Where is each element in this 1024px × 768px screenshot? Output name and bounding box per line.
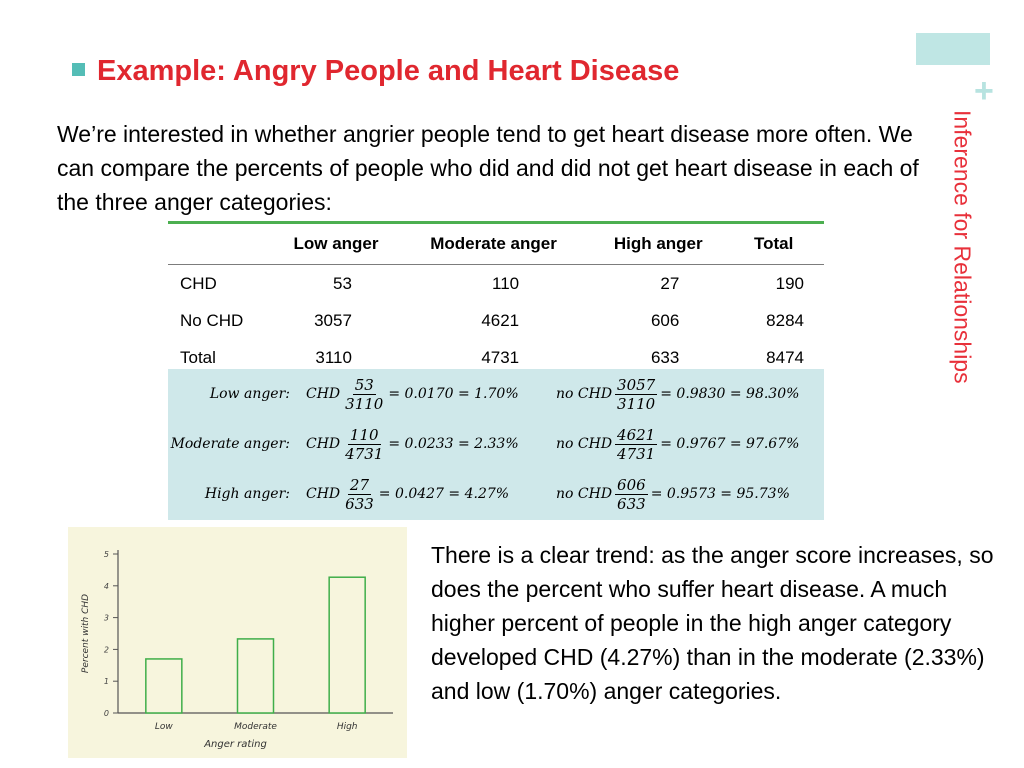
fraction-numerator: 110	[347, 425, 381, 445]
fraction-numerator: 27	[347, 475, 372, 495]
fraction-denominator: 3110	[617, 394, 656, 413]
table-cell: Total	[180, 347, 216, 367]
table-header-cell: Total	[723, 222, 824, 265]
plus-icon: +	[974, 72, 994, 110]
nochd-result: = 0.9573 = 95.73%	[650, 486, 790, 502]
calc-chd: CHD 110 4731 = 0.0233 = 2.33%	[306, 419, 519, 469]
chd-fraction: 53 3110	[343, 376, 385, 413]
bar-chart-svg: 0 1 2 3 4 5 Low Moderate High Anger rating Percent…	[81, 550, 393, 750]
square-bullet-icon	[72, 63, 85, 76]
fraction-denominator: 3110	[345, 394, 384, 413]
calc-row-low: Low anger: CHD 53 3110 = 0.0170 = 1.70% n…	[168, 369, 824, 419]
calc-nochd-label: no CHD	[556, 436, 613, 452]
bar	[236, 638, 275, 714]
nochd-result: = 0.9767 = 97.67%	[660, 436, 800, 452]
table-row: CHD 53 110 27 190	[168, 265, 824, 303]
table-cell: No CHD	[180, 310, 244, 330]
calc-chd-label: CHD	[306, 386, 341, 402]
fraction-numerator: 606	[615, 475, 648, 495]
table-cell: 190	[775, 273, 804, 293]
corner-teal-block	[916, 33, 990, 65]
fraction-denominator: 633	[617, 494, 646, 513]
fraction-denominator: 4731	[345, 444, 384, 463]
slide-title: Example: Angry People and Heart Disease	[72, 55, 679, 88]
y-tick-label: 5	[104, 550, 109, 559]
fraction-denominator: 4731	[617, 444, 656, 463]
y-tick-label: 2	[104, 645, 109, 654]
conclusion-paragraph: There is a clear trend: as the anger sco…	[431, 542, 994, 704]
table-row: No CHD 3057 4621 606 8284	[168, 302, 824, 339]
fraction-numerator: 4621	[615, 425, 658, 445]
chd-result: = 0.0170 = 1.70%	[388, 386, 519, 402]
table-row: Total 3110 4731 633 8474	[168, 339, 824, 378]
chd-fraction: 27 633	[343, 476, 376, 513]
y-tick-label: 4	[104, 582, 109, 591]
table-cell: 633	[650, 347, 680, 367]
nochd-fraction: 3057 3110	[615, 375, 658, 413]
fraction-numerator: 53	[352, 375, 376, 395]
calc-nochd: no CHD 4621 4731 = 0.9767 = 97.67%	[556, 419, 799, 469]
table-cell: 4731	[481, 347, 520, 367]
table-header-cell: Low anger	[278, 222, 394, 265]
y-tick-label: 0	[104, 709, 109, 718]
x-axis-label: Anger rating	[203, 739, 267, 750]
table-cell: 110	[492, 273, 520, 293]
fraction-numerator: 3057	[615, 375, 658, 395]
table-header-cell: High anger	[593, 222, 724, 265]
calc-chd: CHD 27 633 = 0.0427 = 4.27%	[306, 469, 509, 519]
calc-chd-label: CHD	[306, 486, 341, 502]
intro-paragraph: We’re interested in whether angrier peop…	[57, 121, 919, 215]
y-axis-label: Percent with CHD	[81, 594, 91, 673]
table-cell: 3110	[315, 347, 352, 367]
calc-nochd: no CHD 606 633 = 0.9573 = 95.73%	[556, 469, 790, 519]
table-cell: 3057	[314, 310, 352, 330]
slide-title-text: Example: Angry People and Heart Disease	[97, 55, 680, 87]
table-cell: 8284	[766, 310, 804, 330]
contingency-table: Low anger Moderate anger High anger Tota…	[168, 221, 824, 379]
table-cell: 53	[333, 273, 352, 293]
calc-chd-label: CHD	[306, 436, 341, 452]
table-cell: 27	[660, 273, 680, 293]
calc-row-moderate: Moderate anger: CHD 110 4731 = 0.0233 = 2…	[168, 419, 824, 469]
chd-result: = 0.0427 = 4.27%	[378, 486, 510, 502]
section-title-vertical: Inference for Relationships	[942, 110, 982, 450]
fraction-denominator: 633	[345, 494, 374, 513]
table-header-row: Low anger Moderate anger High anger Tota…	[168, 222, 824, 265]
table-cell: 606	[650, 310, 680, 330]
table-cell: 8474	[766, 347, 804, 367]
calc-nochd-label: no CHD	[556, 386, 613, 402]
bar	[145, 658, 183, 714]
x-tick-label: Low	[155, 722, 174, 732]
calc-nochd: no CHD 3057 3110 = 0.9830 = 98.30%	[556, 369, 799, 419]
y-tick-label: 1	[104, 677, 109, 686]
nochd-fraction: 4621 4731	[615, 425, 658, 463]
table-cell: CHD	[180, 273, 217, 293]
table-header-cell	[168, 222, 279, 265]
y-tick-label: 3	[104, 614, 109, 623]
bar	[328, 576, 366, 714]
x-tick-label: Moderate	[234, 722, 277, 732]
calc-label: High anger:	[204, 486, 290, 502]
nochd-fraction: 606 633	[615, 476, 648, 513]
chd-fraction: 110 4731	[343, 426, 385, 463]
calc-label: Low anger:	[209, 386, 290, 402]
table-header-cell: Moderate anger	[393, 222, 594, 265]
calc-chd: CHD 53 3110 = 0.0170 = 1.70%	[306, 369, 519, 419]
section-title-text: Inference for Relationships	[949, 110, 976, 384]
calc-label: Moderate anger:	[170, 436, 290, 452]
percent-calculations: Low anger: CHD 53 3110 = 0.0170 = 1.70% n…	[168, 369, 824, 520]
chd-bar-chart: 0 1 2 3 4 5 Low Moderate High Anger rating Percent…	[68, 527, 407, 758]
calc-nochd-label: no CHD	[556, 486, 613, 502]
nochd-result: = 0.9830 = 98.30%	[660, 386, 800, 402]
x-tick-label: High	[337, 722, 358, 732]
chd-result: = 0.0233 = 2.33%	[388, 436, 519, 452]
calc-row-high: High anger: CHD 27 633 = 0.0427 = 4.27% n…	[168, 469, 824, 519]
table-cell: 4621	[481, 310, 520, 330]
